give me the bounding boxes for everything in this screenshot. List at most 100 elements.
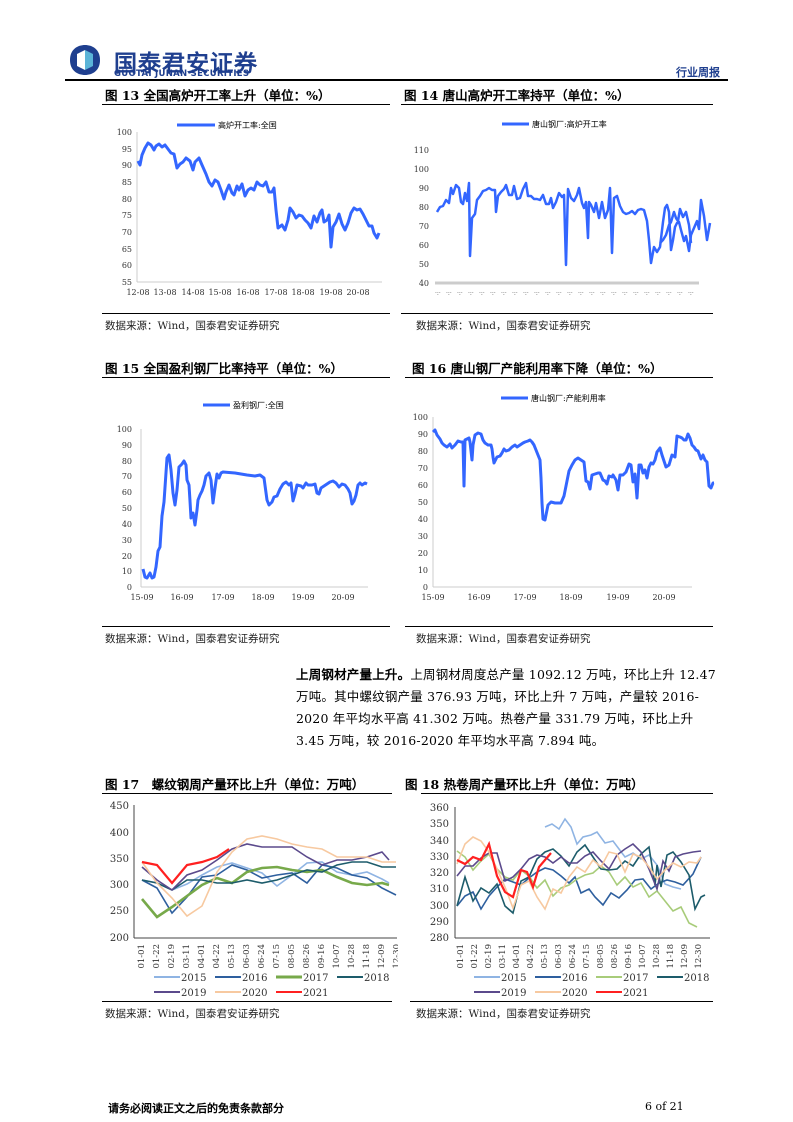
svg-text:2017: 2017 xyxy=(303,973,328,984)
svg-text:·:·: ·:· xyxy=(567,290,573,297)
svg-text:200: 200 xyxy=(110,933,129,944)
svg-text:20: 20 xyxy=(122,552,132,561)
chart-legend: 2015 2016 2017 2018 2019 2020 2021 xyxy=(474,973,709,997)
svg-text:·:·: ·:· xyxy=(688,290,694,297)
svg-text:09-16: 09-16 xyxy=(317,944,327,969)
svg-text:19-09: 19-09 xyxy=(606,593,629,602)
svg-text:·:·: ·:· xyxy=(545,290,551,297)
svg-text:03-11: 03-11 xyxy=(182,944,192,969)
svg-text:50: 50 xyxy=(418,498,428,507)
figure-17-title: 图 17 螺纹钢周产量环比上升（单位：万吨） xyxy=(105,777,365,792)
svg-text:08-26: 08-26 xyxy=(610,944,620,969)
svg-text:60: 60 xyxy=(419,241,429,250)
svg-text:20-09: 20-09 xyxy=(652,593,675,602)
figure-14-top-rule xyxy=(401,104,713,105)
svg-text:16-09: 16-09 xyxy=(170,593,193,602)
svg-text:·:·: ·:· xyxy=(589,290,595,297)
figure-16-bottom-rule xyxy=(405,626,713,627)
svg-text:12-08: 12-08 xyxy=(126,288,149,297)
svg-text:15-08: 15-08 xyxy=(208,288,231,297)
svg-text:60: 60 xyxy=(122,488,132,497)
svg-text:70: 70 xyxy=(122,228,132,237)
x-axis: 01-01 01-22 02-19 03-11 04-01 04-22 05-1… xyxy=(137,944,398,969)
y-axis: 450 400 350 300 250 200 xyxy=(110,801,129,944)
svg-text:08-05: 08-05 xyxy=(287,944,297,969)
svg-text:07-15: 07-15 xyxy=(582,944,592,969)
svg-text:75: 75 xyxy=(122,211,132,220)
svg-text:·:·: ·:· xyxy=(446,290,452,297)
figure-14-source: 数据来源：Wind，国泰君安证券研究 xyxy=(416,320,591,332)
figure-18-top-rule xyxy=(421,793,713,794)
footer-disclaimer: 请务必阅读正文之后的免责条款部分 xyxy=(108,1102,284,1115)
figure-17-chart: 450 400 350 300 250 200 01-01 01-22 02-19 03-… xyxy=(110,801,398,997)
figure-18-bottom-rule xyxy=(410,1001,713,1002)
figure-14-bottom-rule xyxy=(401,313,713,314)
svg-text:·:·: ·:· xyxy=(490,290,496,297)
svg-text:50: 50 xyxy=(122,504,132,513)
page-number: 6 of 21 xyxy=(645,1100,684,1113)
svg-text:17-09: 17-09 xyxy=(211,593,234,602)
svg-text:·:·: ·:· xyxy=(501,290,507,297)
svg-text:15-09: 15-09 xyxy=(421,593,444,602)
svg-text:06-24: 06-24 xyxy=(568,944,578,969)
figure-18-title: 图 18 热卷周产量环比上升（单位：万吨） xyxy=(405,777,644,792)
svg-text:·:·: ·:· xyxy=(622,290,628,297)
svg-text:04-22: 04-22 xyxy=(526,944,536,969)
svg-text:30: 30 xyxy=(122,536,132,545)
svg-text:70: 70 xyxy=(419,222,429,231)
svg-text:40: 40 xyxy=(419,279,429,288)
x-axis-illegible-labels: ·:· ·:· ·:· ·:· ·:· ·:· ·:· ·:· ·:· ·:· ·:· ·:· ·:· ·… xyxy=(435,290,694,297)
svg-text:10-28: 10-28 xyxy=(652,944,662,969)
paragraph-body: 上周钢材周度总产量 1092.12 万吨，环比上升 12.47 万吨。其中螺纹钢… xyxy=(296,667,716,748)
svg-text:95: 95 xyxy=(122,145,132,154)
svg-text:40: 40 xyxy=(418,515,428,524)
figure-13-bottom-rule xyxy=(102,313,390,314)
svg-text:01-22: 01-22 xyxy=(470,944,480,969)
svg-text:·:·: ·:· xyxy=(677,290,683,297)
svg-text:80: 80 xyxy=(122,457,132,466)
x-axis: 15-09 16-09 17-09 18-09 19-09 20-09 xyxy=(130,593,354,602)
svg-text:330: 330 xyxy=(430,852,449,863)
svg-text:19-08: 19-08 xyxy=(319,288,342,297)
svg-text:2015: 2015 xyxy=(501,973,526,984)
svg-text:2020: 2020 xyxy=(242,988,267,997)
svg-text:65: 65 xyxy=(122,245,132,254)
figure-13-chart: 高炉开工率:全国 100 95 90 85 80 75 70 65 60 55 12-08 13-0… xyxy=(117,120,382,297)
svg-text:2021: 2021 xyxy=(623,988,648,997)
svg-text:2020: 2020 xyxy=(562,988,587,997)
figure-17-source: 数据来源：Wind，国泰君安证券研究 xyxy=(105,1008,280,1020)
figure-17-bottom-rule xyxy=(102,1001,392,1002)
svg-text:12-09: 12-09 xyxy=(680,944,690,969)
svg-text:12-30: 12-30 xyxy=(694,944,704,969)
svg-text:19-09: 19-09 xyxy=(291,593,314,602)
svg-text:·:·: ·:· xyxy=(512,290,518,297)
svg-text:12-30: 12-30 xyxy=(392,944,398,969)
figure-15-title: 图 15 全国盈利钢厂比率持平（单位：%） xyxy=(105,361,343,376)
svg-text:06-03: 06-03 xyxy=(554,944,564,969)
svg-text:250: 250 xyxy=(110,906,129,917)
report-type: 行业周报 xyxy=(676,66,720,79)
figure-15-source: 数据来源：Wind，国泰君安证券研究 xyxy=(105,633,280,645)
svg-text:100: 100 xyxy=(414,165,429,174)
chart-legend-label: 唐山钢厂:高炉开工率 xyxy=(532,119,607,129)
svg-text:2018: 2018 xyxy=(684,973,709,984)
figure-18-chart: 360 350 340 330 320 310 300 290 280 01-01 01-22 … xyxy=(430,803,710,997)
x-axis: 12-08 13-08 14-08 15-08 16-08 17-08 18-08 19-08… xyxy=(126,288,369,297)
svg-text:15-09: 15-09 xyxy=(130,593,153,602)
svg-text:02-19: 02-19 xyxy=(167,944,177,969)
svg-text:18-09: 18-09 xyxy=(251,593,274,602)
svg-text:·:·: ·:· xyxy=(644,290,650,297)
svg-text:18-09: 18-09 xyxy=(559,593,582,602)
svg-text:90: 90 xyxy=(418,430,428,439)
svg-text:290: 290 xyxy=(430,917,449,928)
svg-text:60: 60 xyxy=(122,261,132,270)
company-name-en: GUOTAI JUNAN SECURITIES xyxy=(114,69,250,79)
svg-text:2015: 2015 xyxy=(181,973,206,984)
svg-text:·:·: ·:· xyxy=(655,290,661,297)
svg-text:90: 90 xyxy=(122,161,132,170)
svg-text:2016: 2016 xyxy=(562,973,587,984)
svg-text:2021: 2021 xyxy=(303,988,328,997)
svg-text:·:·: ·:· xyxy=(600,290,606,297)
svg-text:·:·: ·:· xyxy=(468,290,474,297)
